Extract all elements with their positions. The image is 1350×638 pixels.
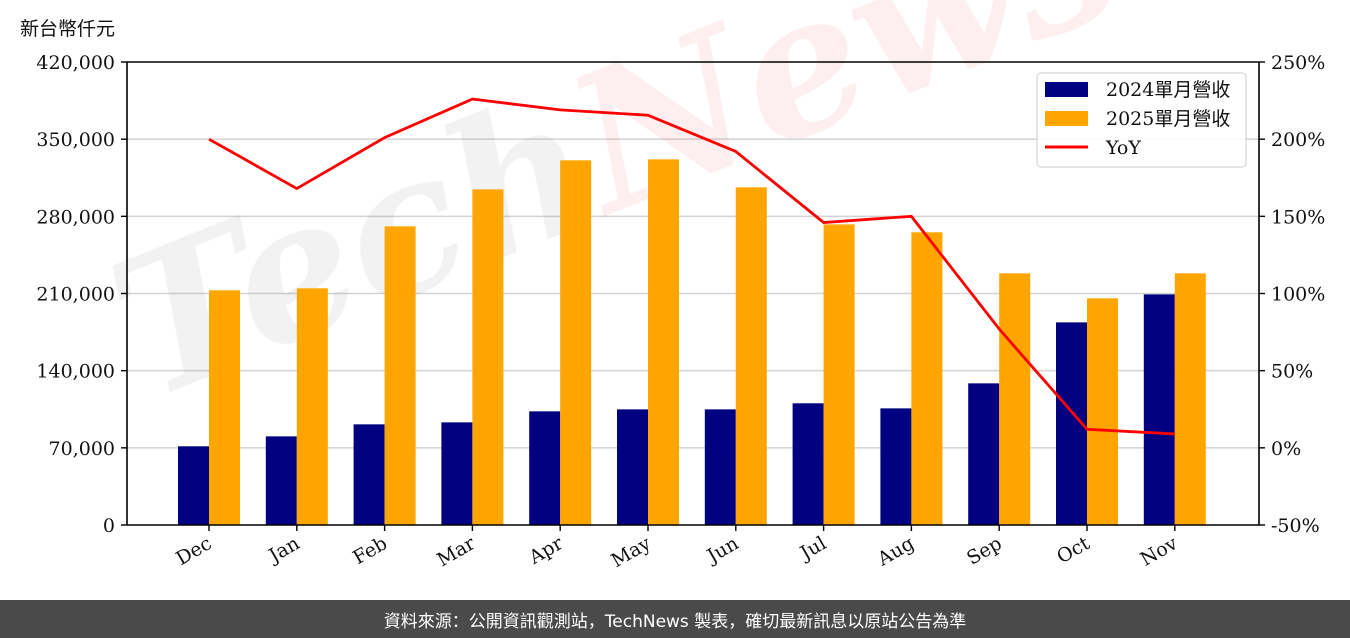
y2-tick-label: 150% (1271, 206, 1325, 228)
y-tick-label: 70,000 (49, 438, 115, 460)
x-tick-label-jan: Jan (264, 532, 304, 568)
y2-tick-label: 250% (1271, 52, 1325, 74)
x-tick-label-apr: Apr (525, 532, 568, 569)
legend-box (1036, 72, 1247, 168)
x-tick-label-oct: Oct (1053, 532, 1094, 568)
legend-item-2025-label: 2025單月營收 (1106, 108, 1230, 130)
bars (178, 159, 1206, 526)
bar-2025-dec (209, 290, 240, 525)
x-tick-label-jul: Jul (795, 532, 830, 565)
bar-2025-aug (911, 232, 943, 525)
bar-2025-mar (472, 189, 504, 525)
bar-2025-nov (1174, 273, 1206, 525)
x-tick-label-feb: Feb (349, 532, 391, 569)
y2-tick-label: 100% (1271, 284, 1325, 306)
x-tick-label-nov: Nov (1137, 532, 1182, 571)
y2-tick-label: 200% (1271, 129, 1325, 151)
bar-2024-sep (968, 383, 1000, 525)
legend-item-2025-swatch (1045, 111, 1088, 126)
y-tick-label: 140,000 (36, 361, 115, 383)
bar-2025-jan (296, 288, 328, 525)
revenue-chart: TechNews 0 70,000 140,000 210,000 280,000 350,… (36, 0, 1325, 572)
x-tick-label-dec: Dec (172, 532, 215, 570)
x-tick-label-jun: Jun (702, 532, 743, 568)
bar-2024-apr (529, 411, 561, 525)
y-axis-unit-label: 新台幣仟元 (20, 18, 116, 40)
y-tick-label: 420,000 (36, 52, 115, 74)
bar-2024-jan (265, 436, 297, 525)
chart-canvas: TechNews 0 70,000 140,000 210,000 280,000 350,… (36, 0, 1325, 572)
bar-2024-feb (353, 424, 385, 525)
x-tick-label-mar: Mar (433, 532, 479, 571)
legend: 2024單月營收 2025單月營收 YoY (1036, 72, 1247, 168)
x-tick-label-may: May (608, 532, 655, 572)
bar-2025-apr (560, 160, 592, 525)
x-tick-label-aug: Aug (873, 532, 918, 571)
y2-tick-label: 0% (1271, 438, 1301, 460)
bar-2024-jun (704, 409, 736, 525)
y-tick-label: 280,000 (36, 206, 115, 228)
yoy-line (208, 97, 1175, 436)
bar-2024-mar (441, 422, 473, 525)
y-tick-label: 0 (103, 515, 115, 537)
x-tick-label-sep: Sep (963, 532, 1006, 569)
bar-2025-oct (1087, 298, 1118, 525)
bar-2025-sep (999, 273, 1031, 525)
source-footer: 資料來源：公開資訊觀測站，TechNews 製表，確切最新訊息以原站公告為準 (0, 600, 1350, 638)
bar-2024-nov (1143, 294, 1175, 525)
bar-2025-jul (823, 224, 855, 525)
bar-2024-aug (880, 408, 912, 525)
y2-tick-label: -50% (1271, 515, 1320, 537)
watermark-text: TechNews (83, 0, 1149, 442)
bar-2025-feb (384, 226, 416, 526)
y-tick-label: 210,000 (36, 284, 115, 306)
legend-item-2024-swatch (1045, 82, 1088, 97)
y2-tick-label: 50% (1271, 361, 1313, 383)
bar-2024-may (617, 409, 648, 525)
footer-text: 資料來源：公開資訊觀測站，TechNews 製表，確切最新訊息以原站公告為準 (383, 611, 967, 632)
legend-item-2024-label: 2024單月營收 (1106, 79, 1230, 101)
bar-2025-may (648, 159, 679, 525)
y-tick-label: 350,000 (36, 129, 115, 151)
bar-2025-jun (735, 187, 767, 526)
bar-2024-jul (792, 403, 824, 525)
bar-2024-dec (178, 446, 209, 525)
legend-item-yoy-label: YoY (1105, 137, 1141, 159)
